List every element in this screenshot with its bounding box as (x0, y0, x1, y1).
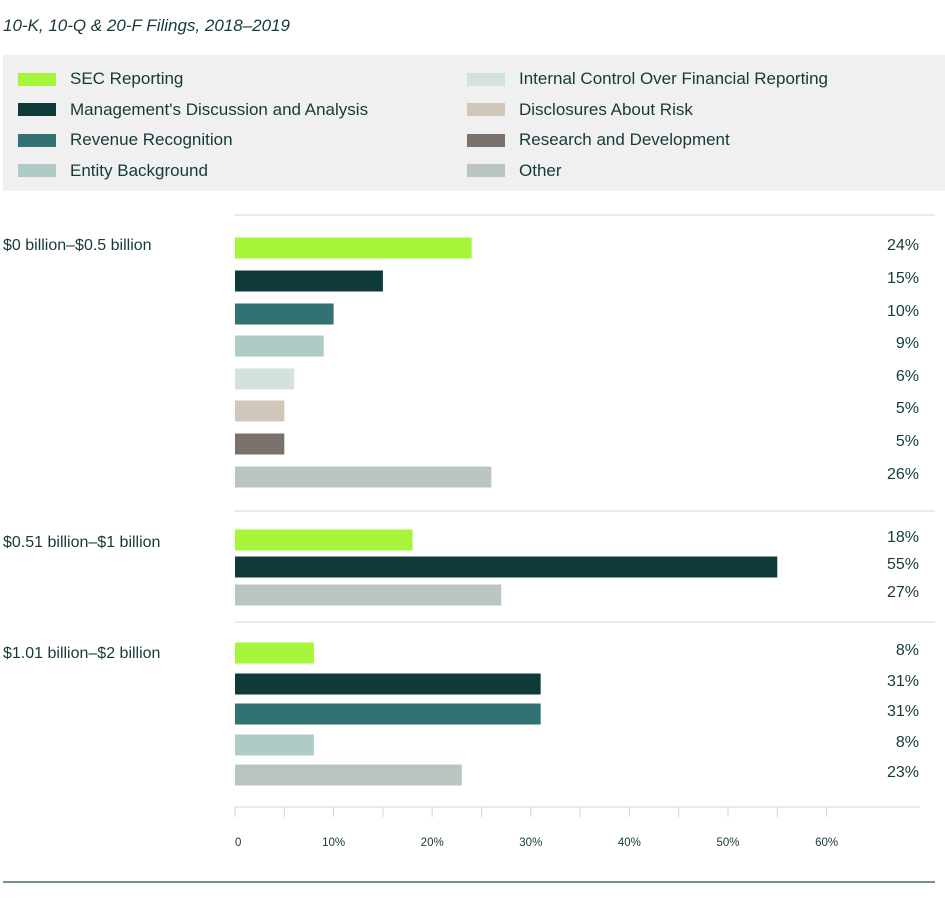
legend-label: Disclosures About Risk (519, 99, 693, 119)
legend: SEC Reporting Management's Discussion and… (3, 55, 945, 191)
value-label: 10% (887, 303, 919, 320)
value-label: 31% (887, 673, 919, 690)
legend-label: Management's Discussion and Analysis (70, 99, 369, 119)
legend-label: Entity Background (70, 160, 208, 180)
legend-item: Revenue Recognition (18, 130, 233, 150)
legend-label: Revenue Recognition (70, 130, 233, 149)
legend-item: Other (467, 161, 562, 181)
legend-swatch (467, 164, 505, 177)
legend-item: Research and Development (467, 130, 730, 150)
value-label: 9% (896, 335, 919, 352)
value-label: 24% (887, 237, 919, 254)
group-label: $0.51 billion–$1 billion (3, 534, 160, 551)
value-label: 26% (887, 466, 919, 483)
legend-item: SEC Reporting (18, 69, 183, 89)
legend-swatch (18, 72, 56, 86)
bar (235, 764, 462, 786)
legend-swatch (18, 133, 56, 147)
bar (235, 556, 778, 578)
bar (235, 303, 334, 325)
x-tick-label: 10% (322, 837, 345, 849)
x-tick-label: 20% (421, 837, 444, 849)
value-label: 5% (896, 433, 919, 450)
x-tick-label: 50% (716, 837, 739, 849)
chart-title: 10-K, 10-Q & 20-F Filings, 2018–2019 (3, 16, 290, 35)
legend-swatch (18, 164, 56, 177)
bar (235, 703, 541, 725)
legend-swatch (467, 103, 505, 116)
bar (235, 734, 314, 756)
x-tick-label: 0 (235, 837, 241, 849)
value-label: 15% (887, 270, 919, 287)
legend-item: Disclosures About Risk (467, 100, 693, 120)
value-label: 8% (896, 642, 919, 659)
bar (235, 237, 472, 259)
bar (235, 673, 541, 695)
legend-item: Entity Background (18, 161, 208, 181)
legend-item: Management's Discussion and Analysis (18, 100, 368, 120)
bar (235, 335, 324, 357)
value-label: 27% (887, 584, 919, 601)
value-label: 5% (896, 400, 919, 417)
legend-swatch (467, 133, 505, 147)
value-label: 18% (887, 529, 919, 546)
x-tick-label: 40% (618, 837, 641, 849)
bar (235, 584, 502, 606)
legend-label: Research and Development (519, 130, 730, 149)
bar (235, 642, 314, 664)
value-label: 8% (896, 734, 919, 751)
x-tick-label: 60% (815, 837, 838, 849)
legend-swatch (467, 72, 505, 86)
bar (235, 368, 295, 390)
value-label: 31% (887, 703, 919, 720)
group-label: $1.01 billion–$2 billion (3, 645, 160, 662)
bar (235, 400, 285, 422)
legend-label: Internal Control Over Financial Reportin… (519, 69, 828, 88)
bar (235, 529, 413, 551)
legend-swatch (18, 103, 56, 116)
bar (235, 466, 492, 488)
legend-item: Internal Control Over Financial Reportin… (467, 69, 828, 89)
value-label: 6% (896, 368, 919, 385)
value-label: 55% (887, 556, 919, 573)
bar (235, 433, 285, 455)
legend-label: SEC Reporting (70, 69, 184, 88)
x-tick-label: 30% (519, 837, 542, 849)
legend-label: Other (519, 160, 562, 180)
group-label: $0 billion–$0.5 billion (3, 237, 152, 254)
value-label: 23% (887, 764, 919, 781)
bar (235, 270, 383, 292)
